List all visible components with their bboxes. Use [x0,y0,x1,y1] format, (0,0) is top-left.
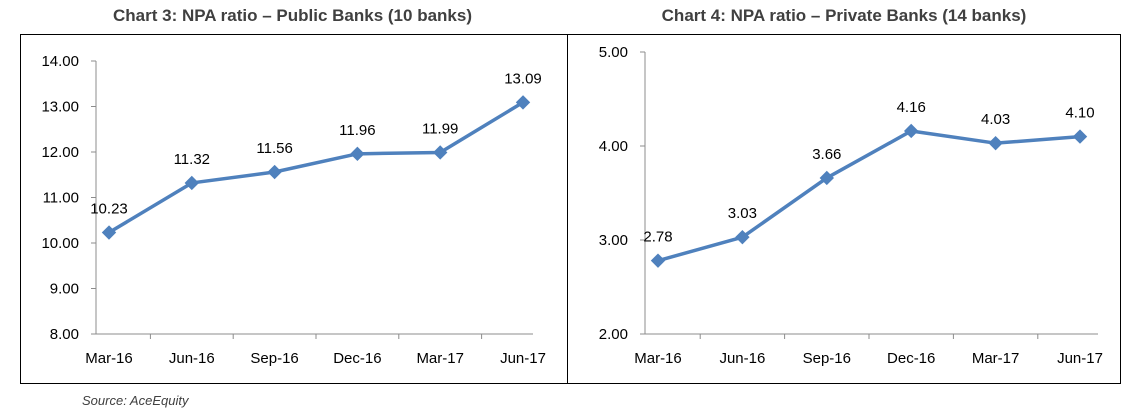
chart-3-point [184,175,200,191]
chart-4-x-tick-label: Mar-16 [634,350,682,367]
chart-4-x-tick-label: Jun-17 [1057,350,1103,367]
chart-4-point [650,253,666,268]
chart-3-data-label: 10.23 [90,201,128,218]
chart-3-x-tick-label: Dec-16 [333,350,381,367]
chart-4-point [988,135,1003,151]
chart-4-series-line [657,129,1081,263]
chart-3-y-tick-label: 13.00 [41,99,79,116]
chart-3-y-tick-label: 9.00 [50,281,79,298]
chart-3-plot: 8.00 9.00 10.00 11.00 12.00 13.00 14.00 Mar-16 J… [41,53,546,367]
chart-4-y-tick-label: 4.00 [599,138,628,155]
chart-4-y-tick-label: 2.00 [599,326,628,343]
chart-3-x-tick-label: Jun-17 [500,350,546,367]
chart-4-y-tick-label: 3.00 [599,232,628,249]
chart-3-x-tick-label: Sep-16 [250,350,298,367]
chart-3-point [101,225,117,240]
chart-3-y-tick-label: 11.00 [43,190,79,207]
chart-3-title: Chart 3: NPA ratio – Public Banks (10 ba… [113,6,472,25]
chart-4-point [1072,129,1088,144]
chart-3-x-tick-label: Mar-16 [85,350,133,367]
source-note: Source: AceEquity [82,393,189,408]
chart-4-point [819,170,835,186]
chart-3-data-label: 11.96 [339,122,375,139]
chart-4-data-label: 4.10 [1065,105,1094,122]
chart-4-point [903,123,919,139]
chart-3-data-label: 11.32 [174,151,210,168]
chart-3-point [515,95,531,110]
chart-3-series-line [108,100,524,235]
chart-4-title: Chart 4: NPA ratio – Private Banks (14 b… [661,6,1027,25]
chart-4-point [735,229,750,245]
chart-4-plot: 2.00 3.00 4.00 5.00 Mar-16 Jun-16 Sep-16 Dec-16… [599,44,1103,367]
chart-3-y-tick-label: 12.00 [41,144,79,161]
chart-3-data-label: 11.56 [256,140,292,157]
chart-4-x-tick-label: Mar-17 [972,350,1020,367]
chart-4-x-tick-label: Dec-16 [887,350,935,367]
chart-4-data-label: 4.03 [981,111,1010,128]
chart-4-data-label: 3.03 [728,205,757,222]
chart-3-data-label: 13.09 [504,70,542,87]
chart-3-y-tick-label: 10.00 [41,235,79,252]
chart-3-x-tick-label: Jun-16 [169,350,215,367]
chart-3-point [432,145,448,160]
chart-4-data-label: 4.16 [897,99,926,116]
chart-3-y-tick-label: 8.00 [50,326,79,343]
chart-4-frame: 2.00 3.00 4.00 5.00 Mar-16 Jun-16 Sep-16 Dec-16… [567,34,1121,384]
chart-4-data-label: 2.78 [643,229,672,246]
chart-4-x-tick-label: Jun-16 [719,350,765,367]
chart-3-data-label: 11.99 [422,120,458,137]
chart-4-y-tick-label: 5.00 [599,44,628,61]
chart-3-point [350,146,365,162]
chart-3-point [267,164,282,180]
chart-4-x-tick-label: Sep-16 [803,350,851,367]
chart-3-y-tick-label: 14.00 [41,53,79,70]
chart-3-x-tick-label: Mar-17 [416,350,464,367]
chart-3-frame: 8.00 9.00 10.00 11.00 12.00 13.00 14.00 Mar-16 J… [20,34,568,384]
chart-4-data-label: 3.66 [812,146,841,163]
